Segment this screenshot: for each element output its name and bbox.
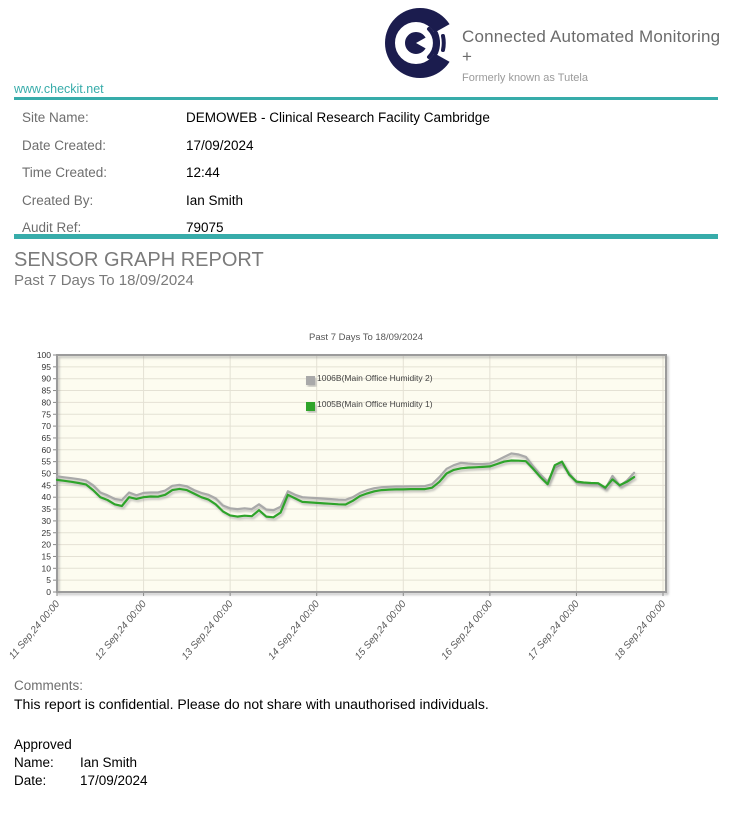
y-tick-label: 25 (42, 528, 52, 538)
field-row-site-name: Site Name: DEMOWEB - Clinical Research F… (22, 104, 712, 132)
legend-marker (306, 402, 315, 411)
approval-date-label: Date: (14, 773, 47, 788)
y-tick-label: 80 (42, 397, 52, 407)
brand-logo-icon (385, 8, 457, 78)
field-label: Created By: (22, 192, 94, 208)
y-tick-label: 40 (42, 492, 52, 502)
y-tick-label: 65 (42, 433, 52, 443)
brand-logo (383, 8, 457, 78)
field-row-time-created: Time Created: 12:44 (22, 159, 712, 187)
x-tick-label: 11 Sep,24 00:00 (7, 599, 62, 662)
field-label: Audit Ref: (22, 220, 82, 236)
brand-title: Connected Automated Monitoring + (462, 27, 721, 66)
y-tick-label: 15 (42, 551, 52, 561)
x-tick-label: 13 Sep,24 00:00 (180, 599, 236, 663)
legend-label: 1006B(Main Office Humidity 2) (317, 373, 433, 383)
y-tick-label: 5 (46, 575, 51, 585)
legend-label: 1005B(Main Office Humidity 1) (317, 399, 433, 409)
page-title: SENSOR GRAPH REPORT (14, 249, 264, 271)
x-tick-label: 12 Sep,24 00:00 (93, 599, 149, 663)
field-label: Site Name: (22, 110, 89, 126)
series-line-1005B (55, 459, 636, 519)
y-tick-label: 70 (42, 421, 52, 431)
y-tick-label: 35 (42, 504, 52, 514)
report-metadata: Site Name: DEMOWEB - Clinical Research F… (22, 104, 712, 242)
approval-block: Approved Name: Ian Smith Date: 17/09/2024 (14, 736, 148, 790)
y-tick-label: 45 (42, 480, 52, 490)
field-value: 79075 (186, 220, 224, 236)
chart-title: Past 7 Days To 18/09/2024 (309, 332, 423, 343)
y-tick-label: 55 (42, 457, 52, 467)
y-tick-label: 10 (42, 563, 52, 573)
approval-date-row: Date: 17/09/2024 (14, 772, 148, 790)
y-tick-label: 0 (46, 587, 51, 597)
approval-date-value: 17/09/2024 (80, 773, 148, 788)
plot-border (56, 354, 667, 593)
y-tick-label: 20 (42, 540, 52, 550)
legend-marker (306, 376, 315, 385)
field-label: Time Created: (22, 165, 108, 181)
field-value: 17/09/2024 (186, 137, 254, 153)
x-tick-label: 16 Sep,24 00:00 (440, 599, 496, 663)
website-link[interactable]: www.checkit.net (14, 82, 104, 96)
y-tick-label: 75 (42, 409, 52, 419)
field-row-date-created: Date Created: 17/09/2024 (22, 132, 712, 160)
comments-text: This report is confidential. Please do n… (14, 696, 489, 712)
field-label: Date Created: (22, 137, 107, 153)
approval-name-row: Name: Ian Smith (14, 754, 148, 772)
field-row-created-by: Created By: Ian Smith (22, 187, 712, 215)
x-tick-label: 17 Sep,24 00:00 (526, 599, 582, 663)
page-subtitle: Past 7 Days To 18/09/2024 (14, 272, 194, 289)
approval-name-label: Name: (14, 755, 54, 770)
y-tick-label: 60 (42, 445, 52, 455)
teal-divider-section (14, 234, 718, 239)
series-line-1006B (55, 452, 636, 512)
field-value: 12:44 (186, 165, 220, 181)
teal-divider-top (14, 97, 718, 100)
comments-label: Comments: (14, 678, 84, 693)
brand-subtitle: Formerly known as Tutela (462, 72, 588, 84)
field-row-audit-ref: Audit Ref: 79075 (22, 214, 712, 242)
y-tick-label: 50 (42, 469, 52, 479)
y-tick-label: 95 (42, 362, 52, 372)
field-value: DEMOWEB - Clinical Research Facility Cam… (186, 110, 490, 126)
field-value: Ian Smith (186, 192, 244, 208)
y-tick-label: 85 (42, 386, 52, 396)
y-tick-label: 100 (37, 350, 51, 360)
y-tick-label: 90 (42, 374, 52, 384)
x-tick-label: 18 Sep,24 00:00 (613, 599, 669, 663)
approval-name-value: Ian Smith (80, 755, 138, 770)
y-tick-label: 30 (42, 516, 52, 526)
x-tick-label: 15 Sep,24 00:00 (353, 599, 409, 663)
approval-heading: Approved (14, 737, 72, 752)
x-tick-label: 14 Sep,24 00:00 (266, 599, 322, 663)
brand-text-block: Connected Automated Monitoring + Formerl… (462, 27, 732, 84)
